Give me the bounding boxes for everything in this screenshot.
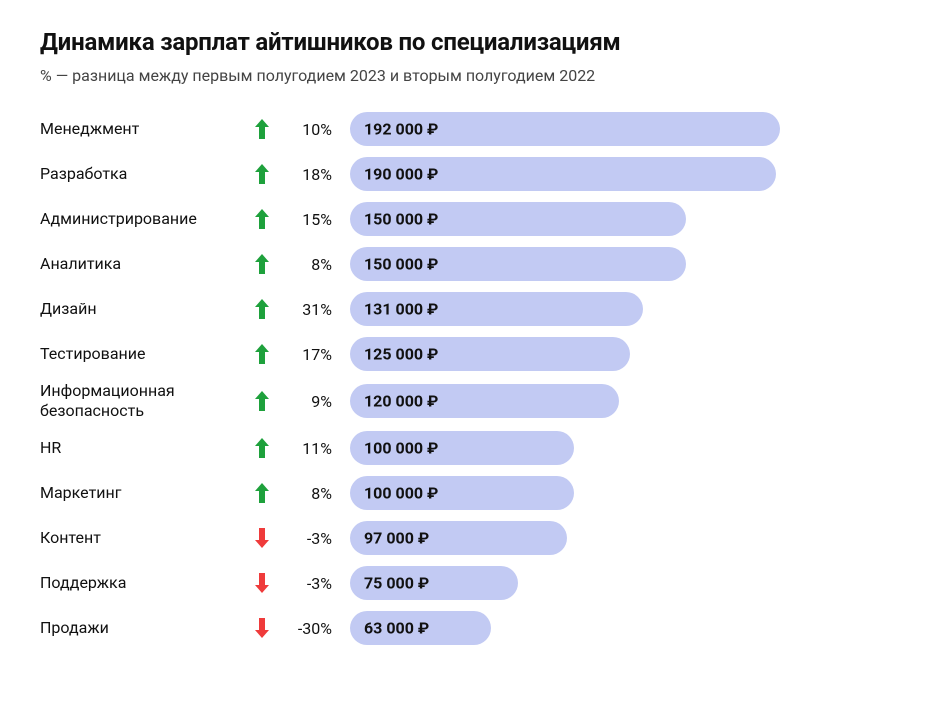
chart-page: Динамика зарплат айтишников по специализ… [0, 0, 943, 717]
chart-row: Продажи -30% 63 000 ₽ [40, 610, 903, 646]
row-percent: -30% [274, 619, 350, 638]
row-percent: 11% [274, 439, 350, 458]
row-label: Дизайн [40, 299, 250, 319]
arrow-down-icon [250, 573, 274, 593]
bar-value: 125 000 ₽ [364, 345, 438, 364]
row-percent: 15% [274, 210, 350, 229]
bar-track: 97 000 ₽ [350, 521, 780, 555]
bar-track: 190 000 ₽ [350, 157, 780, 191]
arrow-down-icon [250, 618, 274, 638]
arrow-up-icon [250, 483, 274, 503]
chart-row: Тестирование 17% 125 000 ₽ [40, 336, 903, 372]
bar-value: 100 000 ₽ [364, 439, 438, 458]
arrow-up-icon [250, 438, 274, 458]
arrow-up-icon [250, 254, 274, 274]
chart-rows: Менеджмент 10% 192 000 ₽ Разработка 18% 190… [40, 111, 903, 646]
arrow-up-icon [250, 164, 274, 184]
row-label: Контент [40, 528, 250, 548]
row-label: Тестирование [40, 344, 250, 364]
arrow-up-icon [250, 119, 274, 139]
bar-value: 120 000 ₽ [364, 392, 438, 411]
arrow-up-icon [250, 299, 274, 319]
arrow-up-icon [250, 344, 274, 364]
row-percent: -3% [274, 574, 350, 593]
chart-row: Аналитика 8% 150 000 ₽ [40, 246, 903, 282]
bar-value: 100 000 ₽ [364, 484, 438, 503]
bar-value: 75 000 ₽ [364, 574, 429, 593]
row-label: Информационная безопасность [40, 381, 250, 421]
bar-track: 100 000 ₽ [350, 476, 780, 510]
row-percent: 8% [274, 484, 350, 503]
chart-row: Разработка 18% 190 000 ₽ [40, 156, 903, 192]
chart-row: Маркетинг 8% 100 000 ₽ [40, 475, 903, 511]
row-percent: 9% [274, 392, 350, 411]
chart-row: Контент -3% 97 000 ₽ [40, 520, 903, 556]
row-label: HR [40, 438, 250, 458]
bar-track: 63 000 ₽ [350, 611, 780, 645]
chart-row: Дизайн 31% 131 000 ₽ [40, 291, 903, 327]
bar-track: 120 000 ₽ [350, 384, 780, 418]
bar-value: 97 000 ₽ [364, 529, 429, 548]
bar-track: 150 000 ₽ [350, 247, 780, 281]
bar-value: 190 000 ₽ [364, 165, 438, 184]
chart-row: Менеджмент 10% 192 000 ₽ [40, 111, 903, 147]
chart-row: HR 11% 100 000 ₽ [40, 430, 903, 466]
bar-value: 63 000 ₽ [364, 619, 429, 638]
arrow-up-icon [250, 391, 274, 411]
bar-value: 192 000 ₽ [364, 120, 438, 139]
row-percent: 17% [274, 345, 350, 364]
row-label: Поддержка [40, 573, 250, 593]
row-label: Маркетинг [40, 483, 250, 503]
row-percent: 10% [274, 120, 350, 139]
row-label: Продажи [40, 618, 250, 638]
row-percent: 31% [274, 300, 350, 319]
row-label: Администрирование [40, 209, 250, 229]
chart-row: Поддержка -3% 75 000 ₽ [40, 565, 903, 601]
bar-track: 150 000 ₽ [350, 202, 780, 236]
bar-value: 150 000 ₽ [364, 210, 438, 229]
row-label: Аналитика [40, 254, 250, 274]
chart-subtitle: % — разница между первым полугодием 2023… [40, 66, 903, 85]
bar-track: 192 000 ₽ [350, 112, 780, 146]
bar-track: 75 000 ₽ [350, 566, 780, 600]
arrow-up-icon [250, 209, 274, 229]
row-label: Разработка [40, 164, 250, 184]
chart-title: Динамика зарплат айтишников по специализ… [40, 28, 903, 56]
chart-row: Администрирование 15% 150 000 ₽ [40, 201, 903, 237]
row-percent: 8% [274, 255, 350, 274]
bar-value: 150 000 ₽ [364, 255, 438, 274]
row-percent: -3% [274, 529, 350, 548]
row-label: Менеджмент [40, 119, 250, 139]
row-percent: 18% [274, 165, 350, 184]
arrow-down-icon [250, 528, 274, 548]
bar-track: 131 000 ₽ [350, 292, 780, 326]
bar-value: 131 000 ₽ [364, 300, 438, 319]
chart-row: Информационная безопасность 9% 120 000 ₽ [40, 381, 903, 421]
bar-track: 100 000 ₽ [350, 431, 780, 465]
bar-track: 125 000 ₽ [350, 337, 780, 371]
